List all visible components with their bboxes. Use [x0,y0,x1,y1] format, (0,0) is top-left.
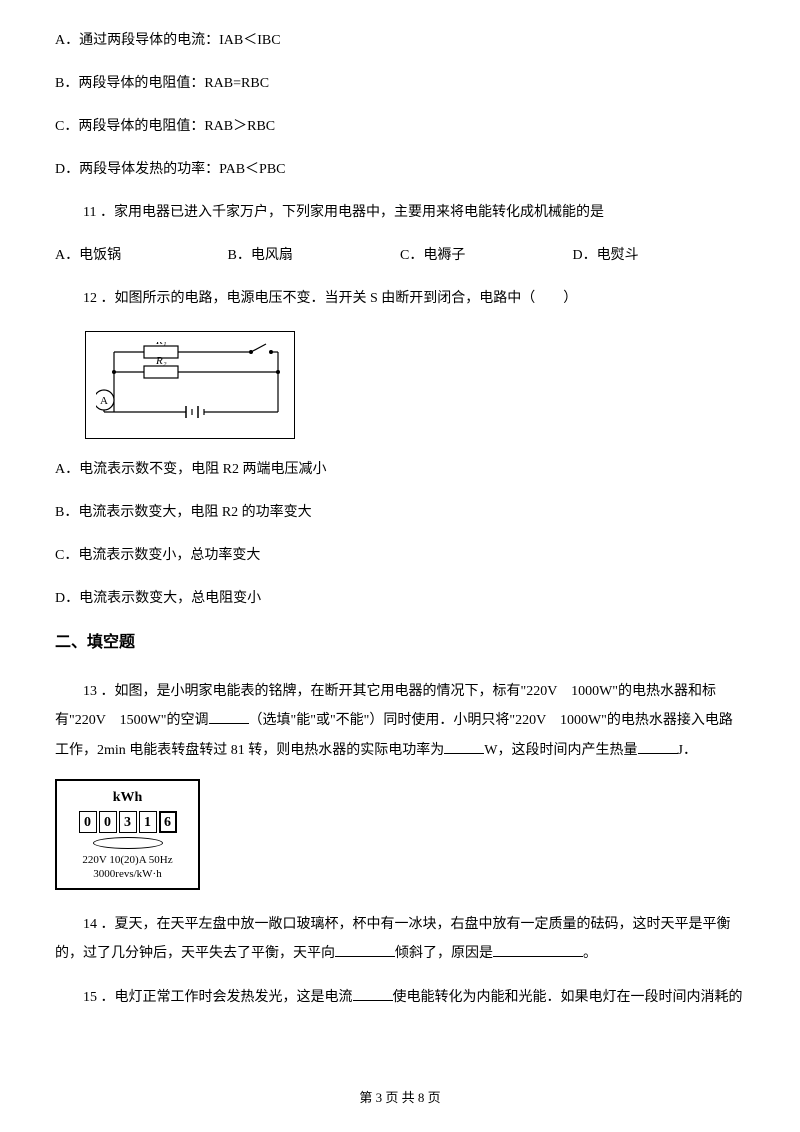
meter-digit-0: 0 [79,811,97,833]
blank-1[interactable] [209,710,249,724]
q10-option-b: B．两段导体的电阻值：RAB=RBC [55,73,745,94]
meter-spec-1: 220V 10(20)A 50Hz [65,853,190,867]
q10-option-c: C．两段导体的电阻值：RAB＞RBC [55,116,745,137]
q13-text: 13 ．如图，是小明家电能表的铭牌，在断开其它用电器的情况下，标有"220V 1… [55,677,745,765]
q11-choice-d: D．电熨斗 [573,245,746,266]
blank-6[interactable] [353,987,393,1001]
section-2-heading: 二、填空题 [55,631,745,655]
circuit-diagram: R₁ S R₂ A [85,331,295,439]
q10-option-a: A．通过两段导体的电流：IAB＜IBC [55,30,745,51]
q15-part2: 使电能转化为内能和光能．如果电灯在一段时间内消耗的 [393,990,743,1005]
q11-choice-c: C．电褥子 [400,245,573,266]
meter-digit-2: 3 [119,811,137,833]
meter-disk-icon [93,837,163,849]
meter-digit-1: 0 [99,811,117,833]
q12-stem: 12 ．如图所示的电路，电源电压不变．当开关 S 由断开到闭合，电路中（ ） [55,288,745,309]
q14-part2: 倾斜了，原因是 [395,946,493,961]
q13-part4: J． [678,743,697,758]
q11-stem: 11 ．家用电器已进入千家万户，下列家用电器中，主要用来将电能转化成机械能的是 [55,202,745,223]
r1-label: R₁ [155,342,167,347]
meter-digits: 0 0 3 1 6 [65,811,190,833]
blank-5[interactable] [493,943,583,957]
meter-digit-3: 1 [139,811,157,833]
q12-option-d: D．电流表示数变大，总电阻变小 [55,588,745,609]
page-footer: 第 3 页 共 8 页 [0,1088,800,1108]
q11-choice-b: B．电风扇 [228,245,401,266]
q14-text: 14 ．夏天，在天平左盘中放一敞口玻璃杯，杯中有一冰块，右盘中放有一定质量的砝码… [55,910,745,969]
q15-text: 15 ．电灯正常工作时会发热发光，这是电流 使电能转化为内能和光能．如果电灯在一段… [55,983,745,1012]
blank-4[interactable] [335,943,395,957]
q13-part3: W，这段时间内产生热量 [484,743,637,758]
q12-option-c: C．电流表示数变小，总功率变大 [55,545,745,566]
q12-option-b: B．电流表示数变大，电阻 R2 的功率变大 [55,502,745,523]
q14-part3: 。 [583,946,597,961]
q12-option-a: A．电流表示数不变，电阻 R2 两端电压减小 [55,459,745,480]
q10-option-d: D．两段导体发热的功率：PAB＜PBC [55,159,745,180]
switch-label: S [256,342,262,345]
q11-choices: A．电饭锅 B．电风扇 C．电褥子 D．电熨斗 [55,245,745,266]
blank-3[interactable] [638,740,678,754]
meter-spec-2: 3000revs/kW·h [65,867,190,881]
meter-unit: kWh [65,787,190,808]
blank-2[interactable] [444,740,484,754]
ammeter-label: A [100,395,108,407]
meter-digit-4: 6 [159,811,177,833]
energy-meter-diagram: kWh 0 0 3 1 6 220V 10(20)A 50Hz 3000revs… [55,779,200,890]
q15-part1: 15 ．电灯正常工作时会发热发光，这是电流 [83,990,353,1005]
q11-choice-a: A．电饭锅 [55,245,228,266]
r2-label: R₂ [155,355,167,367]
